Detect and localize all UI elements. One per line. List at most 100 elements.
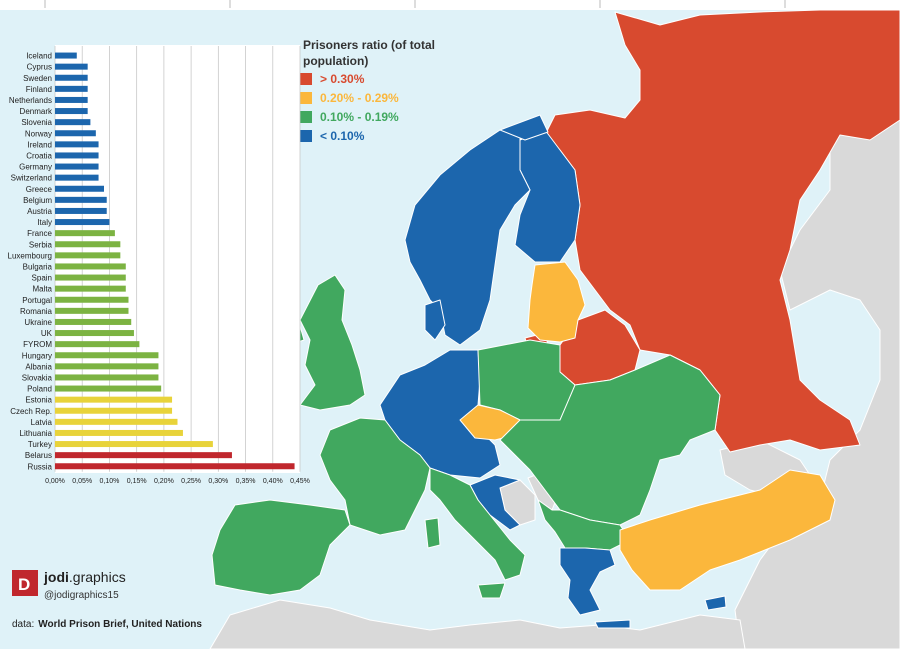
norway-coast-region xyxy=(499,114,549,141)
chart-category-label: Finland xyxy=(26,85,52,94)
source-text: World Prison Brief, United Nations xyxy=(38,619,202,630)
chart-category-label: Lithuania xyxy=(20,429,53,438)
turkey-region xyxy=(619,469,836,591)
chart-category-label: Austria xyxy=(27,207,52,216)
chart-bar xyxy=(55,119,91,126)
chart-bar xyxy=(55,108,88,115)
source-prefix: data: xyxy=(12,619,34,630)
denmark-region xyxy=(424,299,446,341)
italy-region xyxy=(429,467,526,581)
sardinia-region xyxy=(424,517,441,549)
chart-bar xyxy=(55,263,126,270)
chart-bar xyxy=(55,52,77,59)
chart-tick-label: 0,05% xyxy=(72,478,92,485)
brand-block: D jodi.graphics @jodigraphics15 data: Wor… xyxy=(12,569,202,630)
chart-bar xyxy=(55,307,129,314)
chart-category-label: Estonia xyxy=(25,396,52,405)
chart-category-label: Luxembourg xyxy=(8,251,52,260)
chart-bar xyxy=(55,418,178,425)
brand-handle: @jodigraphics15 xyxy=(44,590,119,601)
chart-category-label: Albania xyxy=(25,362,52,371)
chart-bar xyxy=(55,152,99,159)
legend-swatch-blue xyxy=(300,130,312,142)
chart-tick-label: 0,25% xyxy=(181,478,201,485)
chart-bar xyxy=(55,241,121,248)
chart-category-labels: Iceland Cyprus Sweden Finland Netherlands Den… xyxy=(8,52,53,472)
chart-category-label: Hungary xyxy=(22,351,52,360)
chart-category-label: Russia xyxy=(28,462,53,471)
legend-swatch-green xyxy=(300,111,312,123)
chart-category-label: Romania xyxy=(20,307,53,316)
chart-bars xyxy=(55,52,295,470)
chart-category-label: Slovakia xyxy=(22,373,53,382)
chart-bar xyxy=(55,341,140,348)
chart-bar xyxy=(55,385,162,392)
chart-category-label: France xyxy=(27,229,52,238)
chart-category-label: Czech Rep. xyxy=(10,407,52,416)
chart-category-label: Norway xyxy=(25,129,52,138)
chart-category-label: Portugal xyxy=(22,296,52,305)
chart-tick-label: 0,45% xyxy=(290,478,310,485)
crete-region xyxy=(594,619,631,629)
brand-name-rest: .graphics xyxy=(69,569,126,585)
chart-category-label: Cyprus xyxy=(27,63,52,72)
chart-category-label: Italy xyxy=(37,218,52,227)
chart-category-label: Germany xyxy=(19,163,52,172)
chart-category-label: Serbia xyxy=(29,240,53,249)
chart-bar xyxy=(55,163,99,170)
chart-bar xyxy=(55,185,104,192)
chart-category-label: Denmark xyxy=(20,107,53,116)
chart-category-label: Poland xyxy=(27,385,52,394)
chart-bar xyxy=(55,318,132,325)
chart-category-label: Belarus xyxy=(25,451,52,460)
greece-region xyxy=(559,547,616,616)
chart-category-label: Ukraine xyxy=(24,318,52,327)
brand-name: jodi.graphics xyxy=(43,569,126,585)
brand-name-bold: jodi xyxy=(43,569,69,585)
chart-bar xyxy=(55,63,88,70)
chart-bar xyxy=(55,252,121,259)
chart-tick-labels: 0,00% 0,05% 0,10% 0,15% 0,20% 0,25% 0,30% 0,35%… xyxy=(45,478,310,485)
iberia-region xyxy=(211,499,351,596)
chart-category-label: Turkey xyxy=(28,440,52,449)
legend-label-red: > 0.30% xyxy=(320,72,365,86)
cyprus-region xyxy=(704,595,727,611)
chart-bar xyxy=(55,274,126,281)
chart-bar xyxy=(55,429,183,436)
france-region xyxy=(319,417,431,536)
legend-label-orange: 0.20% - 0.29% xyxy=(320,91,399,105)
legend-label-green: 0.10% - 0.19% xyxy=(320,110,399,124)
chart-bar xyxy=(55,330,134,337)
chart-tick-label: 0,00% xyxy=(45,478,65,485)
uk-region xyxy=(299,274,366,411)
chart-bar xyxy=(55,407,173,414)
legend-swatch-red xyxy=(300,73,312,85)
legend: Prisoners ratio (of total population) > … xyxy=(300,38,435,143)
chart-bar xyxy=(55,174,99,181)
bar-chart: Iceland Cyprus Sweden Finland Netherlands Den… xyxy=(8,45,310,485)
chart-bar xyxy=(55,374,159,381)
legend-swatch-orange xyxy=(300,92,312,104)
legend-label-blue: < 0.10% xyxy=(320,129,365,143)
chart-bar xyxy=(55,452,232,459)
chart-category-label: Slovenia xyxy=(21,118,52,127)
chart-bar xyxy=(55,230,115,237)
chart-bar xyxy=(55,74,88,81)
sicily-region xyxy=(477,582,506,599)
brand-logo-letter-icon: D xyxy=(18,575,30,594)
chart-tick-label: 0,20% xyxy=(154,478,174,485)
chart-bar xyxy=(55,85,88,92)
chart-category-label: FYROM xyxy=(23,340,52,349)
chart-bar xyxy=(55,396,173,403)
chart-category-label: Latvia xyxy=(31,418,53,427)
chart-bar xyxy=(55,285,126,292)
chart-bar xyxy=(55,352,159,359)
chart-category-label: Bulgaria xyxy=(23,262,53,271)
chart-category-label: Iceland xyxy=(26,52,52,61)
chart-bar xyxy=(55,141,99,148)
top-strip xyxy=(0,0,900,10)
chart-bar xyxy=(55,363,159,370)
legend-title-line2: population) xyxy=(303,54,368,68)
chart-bar xyxy=(55,219,110,226)
